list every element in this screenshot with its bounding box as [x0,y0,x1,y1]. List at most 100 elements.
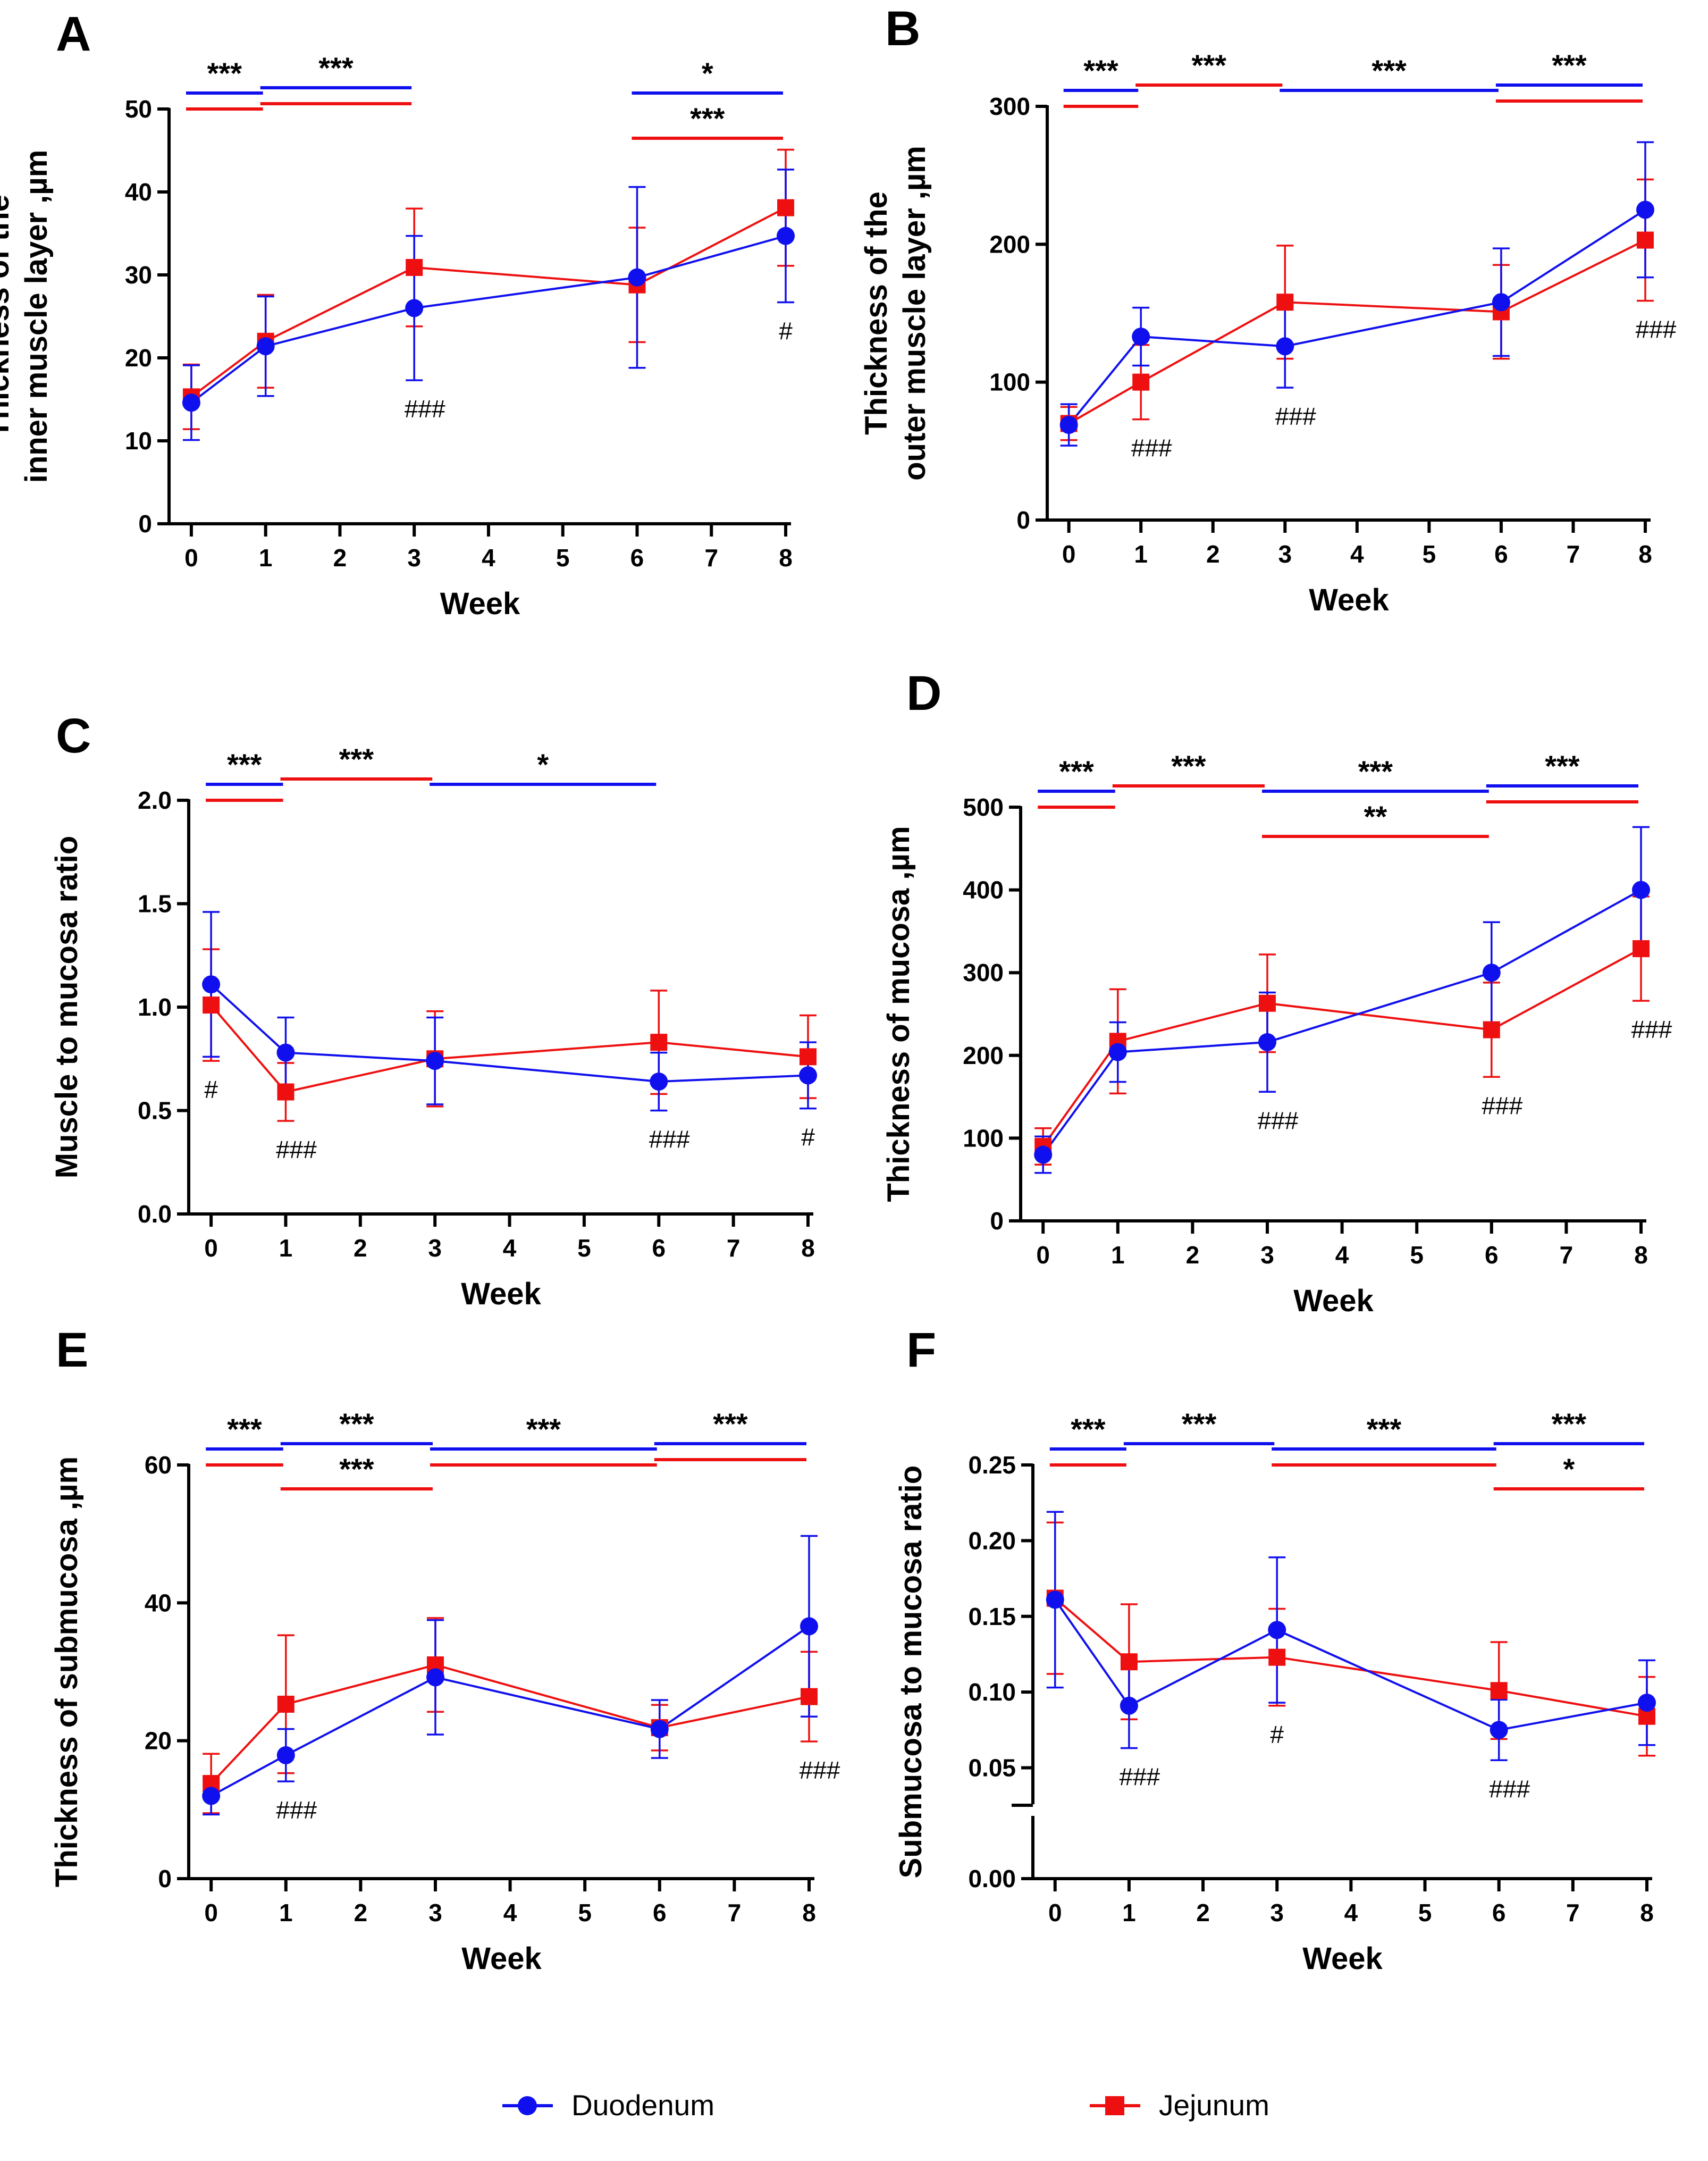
y-axis-label: Thickness of the [0,195,15,438]
panel-letter: B [885,2,920,56]
hash-annotation: ### [1636,316,1677,344]
x-tick-label: 0 [1062,540,1076,568]
axis-break-gap [1022,1804,1044,1816]
hash-annotation: # [801,1124,815,1151]
duodenum-point [777,227,795,245]
y-axis-label: Submucosa to mucosa ratio [894,1465,928,1879]
significance-stars: * [537,748,549,781]
y-tick-label: 60 [145,1451,172,1479]
significance-stars: *** [207,56,242,90]
duodenum-point [276,1043,295,1062]
duodenum-point [1059,416,1078,434]
y-tick-label: 50 [125,95,152,123]
x-tick-label: 3 [428,1234,442,1262]
x-tick-label: 8 [802,1899,816,1927]
x-tick-label: 4 [482,544,495,572]
x-tick-label: 2 [354,1899,368,1927]
y-tick-label: 0.0 [138,1200,172,1228]
jejunum-point [801,1688,818,1705]
y-tick-label: 0 [158,1865,172,1892]
legend-duodenum-label: Duodenum [571,2089,714,2122]
x-tick-label: 6 [1485,1241,1499,1269]
jejunum-point [277,1695,295,1713]
significance-stars: *** [227,748,262,781]
significance-stars: *** [1358,755,1393,788]
jejunum-point [1490,1682,1508,1699]
jejunum-point [1276,294,1294,311]
duodenum-point [1034,1145,1053,1164]
y-axis-label: Thickness of mucosa ,µm [881,826,916,1202]
y-tick-label: 400 [963,876,1004,904]
x-tick-label: 6 [1492,1899,1506,1927]
duodenum-point [650,1073,668,1091]
x-tick-label: 2 [1206,540,1220,568]
x-tick-label: 8 [779,544,793,572]
significance-stars: *** [1071,1412,1106,1446]
y-tick-label: 20 [125,344,152,372]
duodenum-point [1108,1043,1127,1061]
significance-stars: *** [526,1412,561,1446]
duodenum-point [1490,1721,1508,1739]
jejunum-point [1132,373,1150,391]
panel-a-chart: A 0 10 20 30 40 50 0 1 2 3 4 5 6 7 8 Week Thickness of th… [0,7,795,621]
y-tick-label: 0.25 [968,1451,1016,1479]
duodenum-point [1632,881,1650,899]
duodenum-point [1268,1621,1286,1639]
x-tick-label: 7 [704,544,718,572]
x-tick-label: 5 [556,544,570,572]
x-tick-label: 0 [1048,1899,1062,1927]
x-tick-label: 1 [1111,1241,1125,1269]
x-axis-label: Week [440,587,520,621]
y-axis-label: Muscle to mucosa ratio [49,836,84,1179]
duodenum-point [405,299,424,317]
y-tick-label: 100 [963,1124,1004,1152]
hash-annotation: ### [1482,1092,1522,1119]
x-tick-label: 6 [653,1899,667,1927]
x-axis-label: Week [461,1941,542,1976]
y-axis-label: Thickness of submucosa ,µm [49,1456,84,1887]
x-axis-label: Week [461,1277,541,1311]
hash-annotation: ### [1131,434,1172,462]
x-tick-label: 1 [279,1234,293,1262]
x-axis-label: Week [1309,583,1389,617]
y-tick-label: 40 [145,1589,172,1616]
x-tick-label: 7 [1566,1899,1580,1927]
hash-annotation: ### [1120,1763,1160,1791]
panel-e-chart: E 0 20 40 60 0 1 2 3 4 5 6 7 8 Week Thickness of submuc… [49,1323,840,1976]
x-tick-label: 0 [184,544,198,572]
x-tick-label: 2 [354,1234,367,1262]
x-tick-label: 2 [333,544,347,572]
jejunum-point [777,199,794,216]
x-tick-label: 7 [1567,540,1580,568]
y-axis-label: inner muscle layer ,µm [19,150,54,483]
significance-stars: *** [339,742,374,776]
significance-stars: *** [1552,1407,1587,1440]
x-tick-label: 7 [728,1899,742,1927]
duodenum-point [426,1668,444,1687]
y-tick-label: 0 [1016,506,1030,534]
duodenum-point [799,1066,817,1085]
significance-stars: ** [1364,800,1387,833]
x-tick-label: 4 [503,1899,517,1927]
hash-annotation: ### [1631,1016,1672,1043]
x-tick-label: 2 [1196,1899,1210,1927]
significance-stars: *** [713,1407,748,1440]
y-tick-label: 1.5 [138,890,172,918]
x-tick-label: 1 [279,1899,293,1927]
significance-stars: * [1563,1452,1575,1486]
x-axis-label: Week [1302,1941,1383,1976]
legend-duodenum-marker [518,2096,537,2115]
significance-stars: *** [1171,749,1206,783]
jejunum-point [203,996,220,1014]
duodenum-point [1638,1694,1656,1712]
y-tick-label: 0.20 [968,1527,1016,1554]
duodenum-point [1132,328,1150,346]
y-tick-label: 0 [138,510,152,538]
y-tick-label: 200 [963,1042,1004,1069]
y-tick-label: 30 [125,261,152,289]
duodenum-point [426,1052,444,1070]
significance-stars: *** [1367,1412,1402,1446]
x-tick-label: 8 [1640,1899,1654,1927]
duodenum-point [1492,293,1510,312]
jejunum-point [406,258,423,276]
